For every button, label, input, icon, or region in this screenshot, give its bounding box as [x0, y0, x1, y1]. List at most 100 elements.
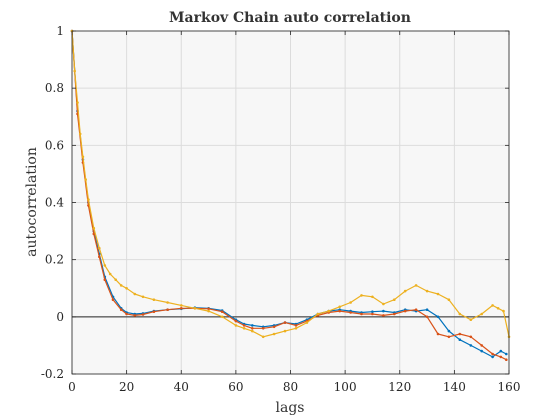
- data-point: [371, 312, 374, 316]
- data-point: [141, 295, 145, 299]
- data-point: [436, 292, 440, 296]
- data-point: [469, 318, 473, 322]
- data-point: [272, 332, 276, 336]
- data-point: [103, 278, 107, 282]
- data-point: [469, 344, 473, 347]
- x-axis-label: lags: [276, 400, 305, 416]
- data-point: [73, 69, 76, 73]
- y-tick-label: 0: [56, 310, 64, 324]
- data-point: [436, 315, 440, 319]
- data-point: [234, 319, 238, 323]
- data-point: [371, 295, 374, 299]
- x-tick-label: 100: [334, 380, 357, 394]
- chart-title: Markov Chain auto correlation: [169, 10, 411, 26]
- data-point: [133, 314, 137, 317]
- y-tick-label: 0.4: [45, 196, 64, 210]
- y-tick-label: 0.2: [45, 253, 64, 267]
- data-point: [261, 335, 265, 339]
- x-tick-label: 80: [283, 380, 298, 394]
- data-point: [414, 308, 418, 312]
- data-point: [505, 352, 508, 356]
- data-point: [261, 327, 265, 330]
- data-point: [360, 312, 363, 316]
- data-point: [152, 298, 156, 302]
- data-point: [305, 321, 309, 324]
- data-point: [338, 305, 342, 309]
- data-point: [220, 310, 224, 314]
- data-point: [166, 301, 169, 304]
- data-point: [125, 312, 128, 316]
- data-point: [193, 307, 197, 310]
- data-point: [84, 178, 87, 181]
- data-point: [425, 289, 429, 293]
- data-point: [133, 292, 137, 296]
- series-group: [70, 29, 511, 362]
- data-point: [294, 324, 298, 327]
- data-point: [152, 310, 156, 314]
- data-point: [283, 329, 287, 333]
- data-point: [251, 329, 254, 333]
- y-tick-label: 1: [56, 24, 64, 38]
- data-point: [458, 312, 462, 316]
- x-tick-label: 120: [388, 380, 411, 394]
- data-point: [502, 309, 505, 313]
- data-point: [207, 307, 210, 311]
- data-point: [114, 278, 117, 282]
- data-point: [403, 289, 407, 293]
- data-point: [491, 352, 494, 356]
- data-point: [403, 309, 407, 313]
- data-point: [103, 264, 107, 267]
- data-point: [499, 355, 503, 359]
- data-point: [81, 155, 85, 159]
- data-point: [316, 312, 320, 316]
- data-point: [447, 329, 451, 333]
- y-tick-labels: -0.2 0 0.2 0.4 0.6 0.8 1: [41, 24, 64, 381]
- data-point: [125, 287, 128, 290]
- x-tick-label: 0: [68, 380, 76, 394]
- data-point: [242, 324, 246, 327]
- data-point: [141, 313, 145, 316]
- data-point: [119, 284, 123, 287]
- data-point: [242, 327, 246, 330]
- series-line: [71, 30, 510, 338]
- data-point: [78, 132, 82, 136]
- data-point: [119, 308, 123, 312]
- data-point: [458, 332, 462, 336]
- series-3: [70, 29, 511, 339]
- data-point: [393, 298, 396, 302]
- data-point: [480, 344, 484, 347]
- data-point: [447, 298, 451, 302]
- y-tick-label: 0.8: [45, 81, 64, 95]
- data-point: [166, 308, 169, 312]
- data-point: [499, 349, 503, 353]
- data-point: [180, 304, 183, 307]
- data-point: [294, 327, 298, 330]
- data-point: [480, 312, 484, 316]
- data-point: [87, 198, 90, 201]
- data-point: [496, 307, 500, 310]
- data-point: [425, 315, 429, 319]
- data-point: [251, 324, 254, 327]
- data-point: [349, 311, 352, 314]
- data-point: [349, 301, 352, 304]
- data-point: [382, 302, 385, 306]
- data-point: [98, 246, 101, 250]
- data-point: [283, 321, 287, 324]
- data-point: [480, 349, 484, 353]
- data-point: [76, 101, 79, 104]
- x-tick-label: 140: [443, 380, 466, 394]
- data-point: [469, 335, 473, 339]
- y-tick-label: -0.2: [41, 367, 64, 381]
- data-point: [425, 308, 429, 312]
- data-point: [414, 284, 418, 287]
- data-point: [327, 309, 331, 313]
- data-point: [220, 315, 224, 319]
- data-point: [251, 327, 254, 330]
- data-point: [108, 272, 112, 276]
- data-point: [382, 314, 385, 317]
- data-point: [382, 309, 385, 313]
- data-point: [491, 304, 494, 307]
- data-point: [458, 338, 462, 342]
- data-point: [98, 255, 101, 259]
